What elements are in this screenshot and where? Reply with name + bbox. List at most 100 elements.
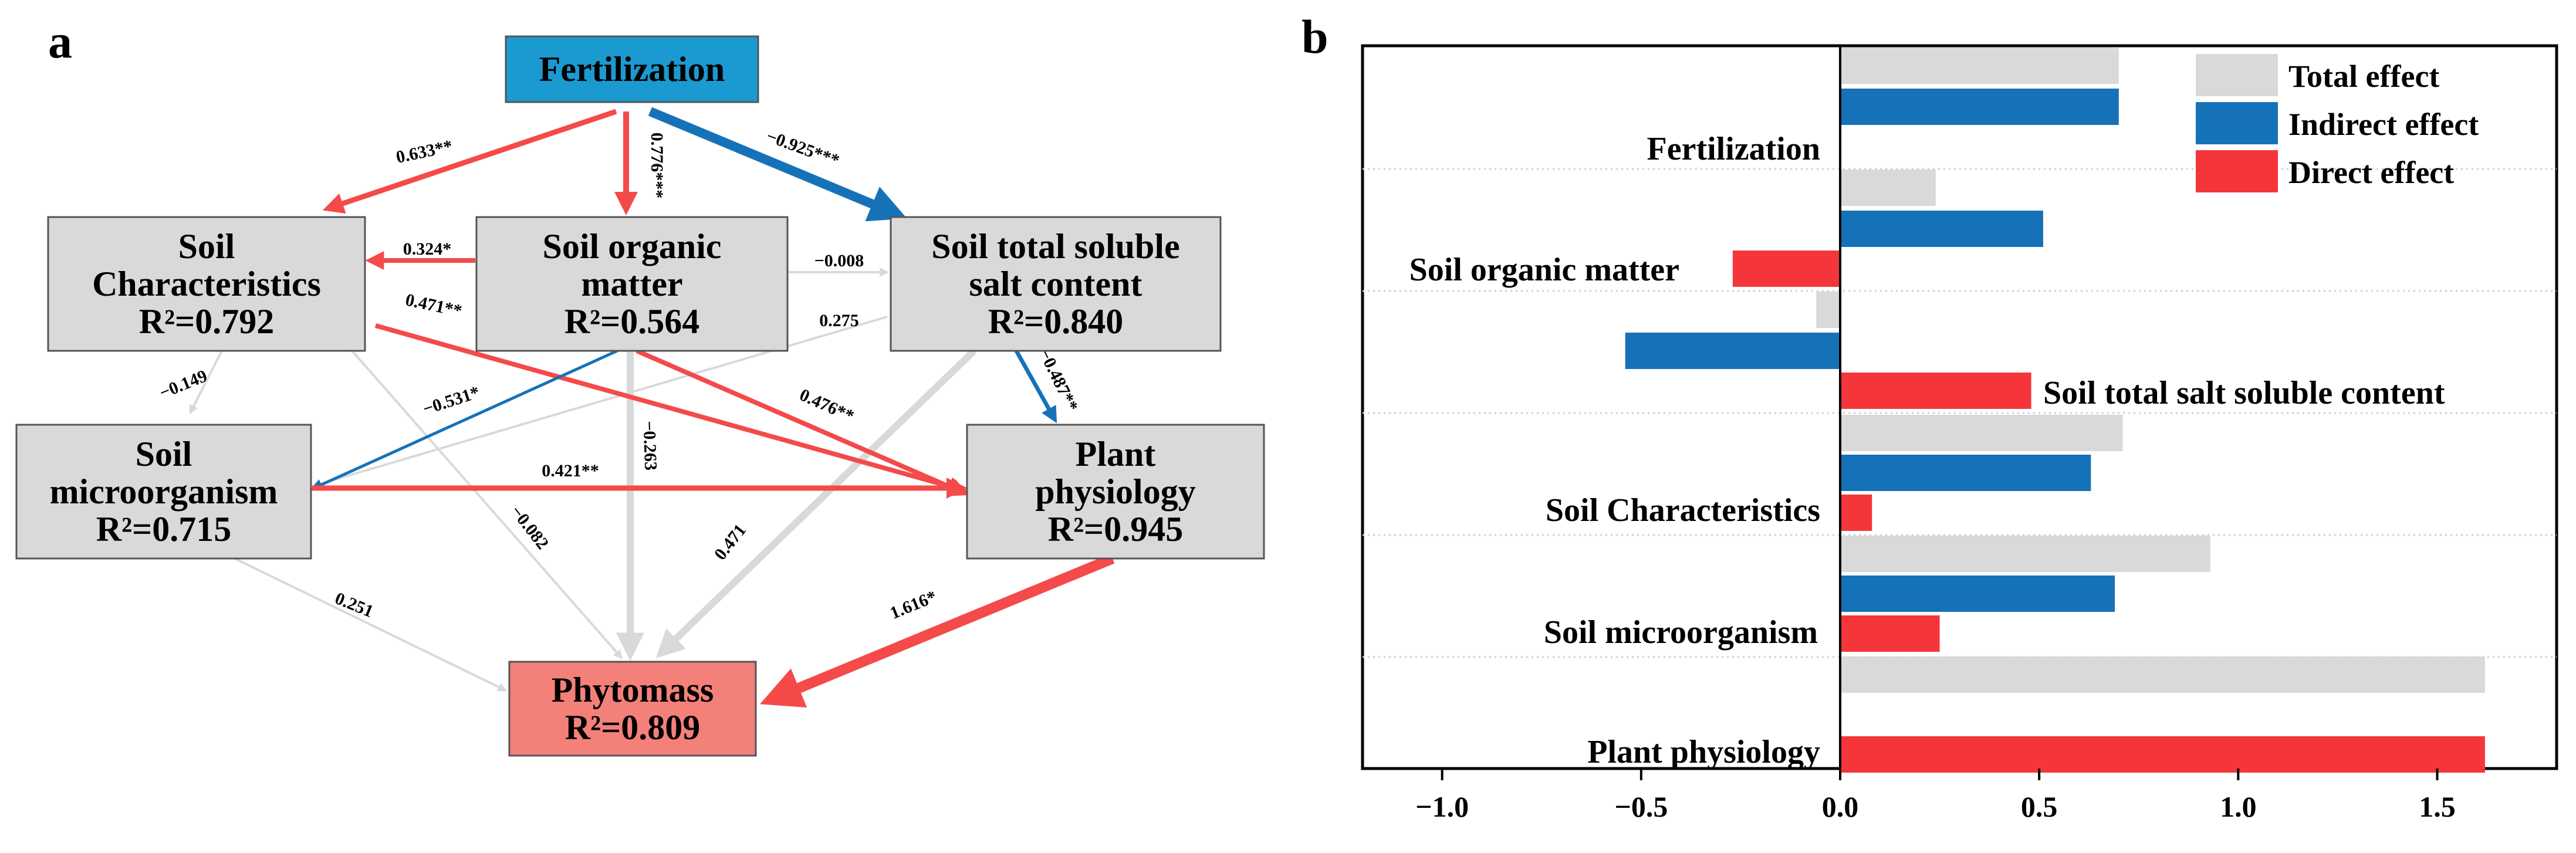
category-label-1: Soil organic matter bbox=[1409, 252, 1679, 288]
node-box-micro bbox=[15, 424, 312, 560]
edge-label-micro-to-plant: 0.421** bbox=[542, 461, 599, 480]
edge-label-som-to-soilchar: 0.324* bbox=[403, 239, 452, 259]
bar-2-series-1 bbox=[1625, 333, 1840, 369]
edge-micro-to-phyto bbox=[234, 557, 508, 692]
edge-salt-to-phyto bbox=[655, 348, 977, 659]
bar-2-series-0 bbox=[1816, 292, 1840, 328]
bar-3-series-0 bbox=[1840, 415, 2123, 451]
node-phyto-line-1: R²=0.809 bbox=[565, 708, 701, 747]
node-micro-line-1: microorganism bbox=[50, 472, 278, 511]
edges-layer bbox=[189, 107, 1115, 708]
bar-1-series-0 bbox=[1840, 170, 1936, 206]
edge-label-som-to-micro: −0.531* bbox=[421, 383, 482, 419]
edge-label-fert-to-soilchar: 0.633** bbox=[394, 136, 454, 167]
edge-label-soilchar-to-plant: 0.471** bbox=[404, 290, 464, 321]
node-fert-line-0: Fertilization bbox=[539, 50, 725, 89]
category-label-4: Soil microorganism bbox=[1544, 614, 1818, 651]
legend-swatch-0 bbox=[2196, 54, 2278, 96]
x-tick-label-3: 0.5 bbox=[2021, 790, 2058, 823]
bar-4-series-1 bbox=[1840, 576, 2115, 612]
legend-swatch-1 bbox=[2196, 102, 2278, 144]
node-plant-line-1: physiology bbox=[1035, 472, 1195, 511]
edge-label-plant-to-phyto: 1.616* bbox=[887, 587, 939, 623]
node-plant-line-2: R²=0.945 bbox=[1048, 510, 1184, 549]
edge-fert-to-soilchar bbox=[322, 109, 617, 214]
node-plant-line-0: Plant bbox=[1076, 435, 1156, 473]
bar-1-series-1 bbox=[1840, 211, 2043, 247]
edge-fert-to-salt bbox=[648, 107, 907, 222]
node-micro-line-2: R²=0.715 bbox=[96, 510, 232, 549]
node-box-soilchar bbox=[47, 216, 366, 352]
node-som-line-1: matter bbox=[581, 265, 682, 303]
path-diagram: a 0.633** 0.776*** −0.925***0.324*−0.008−0… bbox=[15, 15, 1265, 757]
edge-soilchar-to-micro bbox=[189, 350, 223, 415]
bar-0-series-0 bbox=[1840, 48, 2119, 84]
edge-soilchar-to-phyto bbox=[351, 350, 623, 659]
x-tick-label-1: −0.5 bbox=[1614, 790, 1668, 823]
x-tick-label-2: 0.0 bbox=[1822, 790, 1859, 823]
node-phyto-line-0: Phytomass bbox=[552, 671, 714, 709]
edge-label-soilchar-to-phyto: −0.082 bbox=[506, 502, 552, 553]
category-label-5: Plant physiology bbox=[1587, 734, 1820, 770]
bar-5-series-2 bbox=[1840, 736, 2485, 773]
x-tick-label-4: 1.0 bbox=[2220, 790, 2257, 823]
edge-label-som-to-phyto: −0.263 bbox=[640, 421, 661, 471]
edge-label-som-to-plant: 0.476** bbox=[797, 385, 857, 426]
x-tick-label-0: −1.0 bbox=[1415, 790, 1469, 823]
bar-3-series-2 bbox=[1840, 495, 1872, 531]
node-box-plant bbox=[966, 424, 1265, 560]
category-label-3: Soil Characteristics bbox=[1546, 492, 1820, 529]
bar-4-series-2 bbox=[1840, 615, 1940, 652]
legend-label-2: Direct effect bbox=[2288, 155, 2454, 190]
edge-label-salt-to-micro: 0.275 bbox=[819, 311, 859, 330]
bar-5-series-0 bbox=[1840, 656, 2485, 693]
edge-label-soilchar-to-micro: −0.149 bbox=[157, 366, 210, 402]
edge-salt-to-micro bbox=[311, 316, 888, 489]
bar-1-series-2 bbox=[1732, 251, 1840, 287]
node-salt-line-1: salt content bbox=[969, 265, 1142, 303]
edge-som-to-micro bbox=[310, 349, 618, 490]
node-soilchar-line-2: R²=0.792 bbox=[139, 302, 275, 341]
x-tick-label-5: 1.5 bbox=[2419, 790, 2456, 823]
node-box-som bbox=[475, 216, 789, 352]
edge-soilchar-to-plant bbox=[374, 323, 968, 496]
bar-3-series-1 bbox=[1840, 455, 2091, 491]
edge-label-salt-to-plant: −0.487** bbox=[1035, 346, 1082, 414]
node-soilchar-line-1: Characteristics bbox=[92, 265, 321, 303]
node-box-fert bbox=[505, 35, 759, 103]
node-som-line-2: R²=0.564 bbox=[564, 302, 700, 341]
chart-layer: Fertilization Soil organic matter Soil tot… bbox=[1361, 44, 2558, 823]
node-fert: Fertilization bbox=[505, 35, 759, 103]
edge-label-fert-to-som: 0.776*** bbox=[647, 133, 667, 199]
category-label-0: Fertilization bbox=[1647, 131, 1820, 167]
node-box-phyto bbox=[508, 661, 757, 757]
bar-2-series-2 bbox=[1840, 373, 2031, 409]
bar-4-series-0 bbox=[1840, 536, 2210, 572]
node-salt-line-0: Soil total soluble bbox=[931, 227, 1179, 266]
edge-som-to-plant bbox=[635, 348, 969, 496]
panel-b-letter: b bbox=[1301, 10, 1328, 63]
node-micro-line-0: Soil bbox=[136, 435, 192, 473]
category-label-2: Soil total salt soluble content bbox=[2043, 375, 2445, 411]
legend-swatch-2 bbox=[2196, 150, 2278, 192]
edge-label-salt-to-phyto: 0.471 bbox=[711, 520, 751, 564]
legend-label-0: Total effect bbox=[2288, 59, 2439, 94]
legend-label-1: Indirect effect bbox=[2288, 107, 2479, 142]
edge-salt-to-plant bbox=[1014, 350, 1057, 424]
edge-plant-to-phyto bbox=[760, 553, 1115, 708]
bar-0-series-1 bbox=[1840, 89, 2119, 125]
panel-a-letter: a bbox=[48, 15, 72, 68]
node-salt-line-2: R²=0.840 bbox=[988, 302, 1124, 341]
node-box-salt bbox=[890, 216, 1222, 352]
nodes-layer: FertilizationSoilCharacteristicsR²=0.792… bbox=[15, 35, 1265, 757]
edge-label-som-to-salt: −0.008 bbox=[814, 251, 864, 270]
effects-bar-chart: b Fertilization Soil organic matter Soil t… bbox=[1301, 10, 2558, 823]
node-soilchar-line-0: Soil bbox=[178, 227, 235, 266]
